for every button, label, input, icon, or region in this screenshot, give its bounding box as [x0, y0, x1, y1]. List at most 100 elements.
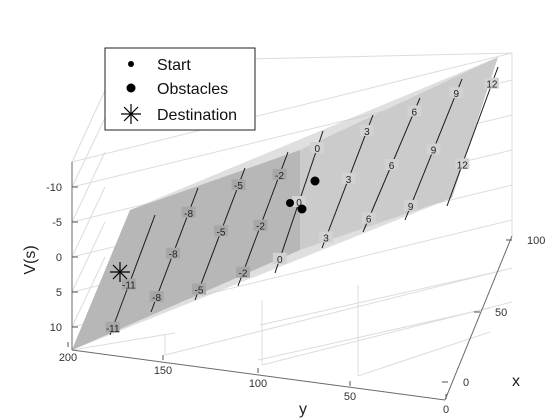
y-axis-title: y	[299, 401, 307, 418]
contour-label-bg	[403, 199, 418, 211]
legend-start-marker	[128, 61, 134, 67]
contour-label: 6	[412, 107, 418, 118]
contour-label-bg	[272, 168, 287, 180]
contour-label: 9	[431, 146, 437, 157]
contour-label-bg	[149, 291, 164, 303]
contour-label-bg	[407, 105, 422, 117]
contour-label-bg	[105, 321, 120, 333]
contour-label: -5	[234, 181, 243, 192]
contour-label-bg	[181, 206, 196, 218]
contour-label-bg	[359, 124, 374, 136]
contour-label: 9	[408, 202, 414, 213]
contour-label-bg	[455, 158, 470, 170]
contour-label-bg	[253, 219, 268, 231]
contour-label: -2	[239, 269, 248, 280]
contour-label: 6	[366, 215, 372, 226]
contour-label-bg	[449, 87, 464, 99]
y-tick-label: 50	[344, 391, 356, 403]
z-tick-label: -5	[52, 217, 62, 229]
legend-obstacles-label: Obstacles	[157, 81, 228, 98]
z-tick-label: 10	[50, 322, 62, 334]
contour-label: -8	[152, 293, 161, 304]
contour-label: 12	[457, 160, 469, 171]
contour-label: -5	[217, 227, 226, 238]
contour-label-bg	[231, 179, 246, 191]
destination-point	[110, 262, 130, 282]
contour-label: 3	[346, 175, 352, 186]
contour-label-bg	[319, 231, 334, 243]
grid-line	[71, 52, 513, 163]
y-axis-line	[71, 349, 446, 401]
contour-label: 6	[389, 161, 395, 172]
z-tick-label: 0	[56, 252, 62, 264]
z-tick-label: 5	[56, 287, 62, 299]
contour-label-bg	[384, 159, 399, 170]
contour-label-bg	[292, 196, 306, 207]
y-ticks: 0 50 100 150 200	[59, 342, 449, 416]
contour-label-bg	[361, 212, 376, 224]
contour-label: -5	[195, 285, 204, 296]
contour-label-bg	[426, 143, 441, 155]
y-tick-label: 100	[249, 378, 267, 390]
contour-label-bg	[310, 142, 325, 154]
contour-label: 0	[296, 198, 302, 209]
grid-line	[259, 269, 506, 326]
start-point	[286, 199, 294, 207]
grid-line	[71, 186, 106, 258]
contour-label: -11	[122, 281, 136, 292]
grid-line	[71, 151, 106, 223]
y-tick-label: 200	[59, 352, 77, 364]
contour-label: -8	[184, 209, 193, 220]
contour-label-bg	[214, 225, 228, 237]
contour-label: 12	[486, 80, 498, 91]
contour-line	[109, 214, 156, 336]
obstacle-point	[297, 204, 307, 214]
grid-line	[164, 267, 513, 356]
contour-label-bg	[484, 77, 499, 89]
contour-line	[446, 66, 499, 207]
grid	[71, 52, 513, 377]
contour-label: 3	[323, 233, 329, 244]
obstacle-point	[310, 176, 320, 186]
contour-label: 0	[314, 144, 320, 155]
grid-line	[71, 117, 106, 188]
contour-label-bg	[192, 283, 206, 295]
legend-destination-label: Destination	[157, 107, 237, 124]
legend-start-label: Start	[157, 57, 191, 74]
asterisk-stroke	[123, 106, 139, 122]
contour-label: -2	[256, 222, 265, 233]
contour-label: 0	[277, 255, 283, 266]
contour-label: 9	[454, 89, 460, 100]
contour-label-bg	[236, 266, 250, 278]
asterisk-stroke	[112, 264, 128, 280]
contour-label-bg	[272, 252, 287, 264]
x-axis-line	[444, 235, 513, 401]
z-axis-title: V(s)	[22, 245, 39, 274]
y-tick-label: 0	[443, 404, 449, 416]
axis-box	[71, 162, 513, 401]
x-ticks: 0 50 100	[442, 235, 545, 389]
legend-obstacles-marker	[126, 83, 136, 93]
legend: Start Obstacles Destination	[104, 47, 256, 131]
x-axis-title: x	[512, 373, 520, 390]
data-points	[110, 176, 320, 282]
grid-line	[71, 332, 176, 351]
x-tick-label: 50	[495, 307, 507, 319]
contour-labels: -11 -11 -8 -8 -8 -5 -5 -5 -2 -2 -2 0 0 0 3 3 3 6 6 6 9 9 9 12 12	[105, 77, 499, 335]
y-tick-label: 150	[154, 365, 172, 377]
legend-destination-marker	[121, 104, 141, 124]
plane-mid	[72, 57, 498, 350]
contour-label: -8	[169, 250, 178, 261]
grid-line	[257, 307, 491, 361]
contour-label: 3	[364, 127, 370, 138]
x-tick-label: 100	[527, 235, 545, 247]
contour-label: -11	[106, 324, 120, 335]
grid-line	[357, 331, 491, 377]
z-tick-label: -10	[46, 182, 62, 194]
contour-label-bg	[166, 247, 181, 259]
x-tick-label: 0	[463, 377, 469, 389]
contour-label-bg	[121, 278, 136, 290]
grid-line	[71, 221, 106, 293]
